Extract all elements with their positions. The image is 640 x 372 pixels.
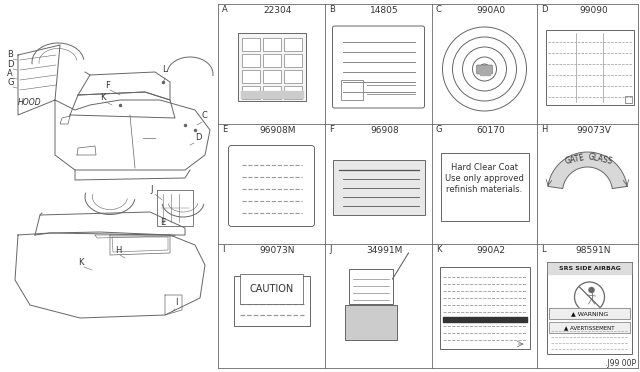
Text: G: G [436, 125, 442, 134]
Text: F: F [329, 125, 334, 134]
FancyBboxPatch shape [262, 70, 280, 83]
FancyBboxPatch shape [262, 38, 280, 51]
FancyBboxPatch shape [333, 26, 424, 108]
Text: H: H [115, 246, 122, 255]
Text: GATE: GATE [564, 153, 585, 166]
FancyBboxPatch shape [284, 38, 301, 51]
FancyBboxPatch shape [241, 38, 259, 51]
Text: D: D [541, 5, 547, 14]
Text: 22304: 22304 [263, 6, 292, 15]
Polygon shape [548, 152, 627, 189]
FancyBboxPatch shape [234, 276, 310, 326]
Text: A: A [222, 5, 228, 14]
Text: 98591N: 98591N [576, 246, 611, 255]
Circle shape [589, 287, 595, 293]
FancyBboxPatch shape [549, 322, 630, 333]
Text: C: C [436, 5, 442, 14]
Text: G: G [7, 78, 13, 87]
FancyBboxPatch shape [262, 54, 280, 67]
Text: L: L [541, 245, 546, 254]
FancyBboxPatch shape [549, 308, 630, 319]
Text: L: L [162, 65, 166, 74]
FancyBboxPatch shape [625, 96, 632, 103]
Text: C: C [202, 111, 208, 120]
FancyBboxPatch shape [284, 70, 301, 83]
Text: D: D [195, 133, 202, 142]
FancyBboxPatch shape [237, 33, 305, 101]
Text: 99073V: 99073V [576, 126, 611, 135]
FancyBboxPatch shape [241, 86, 259, 99]
FancyBboxPatch shape [477, 65, 493, 74]
Text: CAUTION: CAUTION [250, 284, 294, 294]
Text: Hard Clear Coat: Hard Clear Coat [451, 163, 518, 172]
Text: .J99 00P: .J99 00P [605, 359, 636, 368]
Text: 34991M: 34991M [366, 246, 403, 255]
FancyBboxPatch shape [241, 70, 259, 83]
Text: B: B [329, 5, 335, 14]
FancyBboxPatch shape [547, 262, 632, 354]
Text: E: E [160, 218, 165, 227]
Text: H: H [541, 125, 547, 134]
Text: I: I [175, 298, 177, 307]
FancyBboxPatch shape [349, 269, 392, 304]
Text: 60170: 60170 [476, 126, 505, 135]
Text: Use only approved: Use only approved [445, 174, 524, 183]
Text: 14805: 14805 [370, 6, 399, 15]
FancyBboxPatch shape [228, 145, 314, 227]
FancyBboxPatch shape [284, 54, 301, 67]
Text: F: F [105, 81, 110, 90]
Text: I: I [222, 245, 225, 254]
Text: K: K [436, 245, 442, 254]
Text: K: K [100, 93, 106, 102]
Text: 96908: 96908 [370, 126, 399, 135]
Text: 96908M: 96908M [259, 126, 296, 135]
FancyBboxPatch shape [440, 267, 529, 349]
FancyBboxPatch shape [440, 153, 529, 221]
FancyBboxPatch shape [333, 160, 424, 215]
Text: K: K [78, 258, 83, 267]
Text: SRS SIDE AIRBAG: SRS SIDE AIRBAG [559, 266, 620, 270]
FancyBboxPatch shape [545, 29, 634, 105]
Text: D: D [7, 60, 13, 69]
FancyBboxPatch shape [262, 86, 280, 99]
Text: GLASS: GLASS [588, 152, 614, 166]
Text: ▲ AVERTISSEMENT: ▲ AVERTISSEMENT [564, 325, 615, 330]
Text: HOOD: HOOD [18, 98, 42, 107]
Text: E: E [222, 125, 227, 134]
Text: J: J [329, 245, 332, 254]
Text: J: J [150, 185, 152, 194]
Text: 99090: 99090 [579, 6, 608, 15]
Text: B: B [7, 50, 13, 59]
Text: 990A2: 990A2 [476, 246, 505, 255]
FancyBboxPatch shape [344, 305, 397, 340]
Text: 99073N: 99073N [260, 246, 295, 255]
Text: 990A0: 990A0 [476, 6, 505, 15]
FancyBboxPatch shape [284, 86, 301, 99]
Text: refinish materials.: refinish materials. [446, 185, 523, 194]
Text: ▲ WARNING: ▲ WARNING [571, 311, 608, 316]
FancyBboxPatch shape [340, 80, 362, 100]
Text: A: A [7, 69, 13, 78]
FancyBboxPatch shape [241, 54, 259, 67]
